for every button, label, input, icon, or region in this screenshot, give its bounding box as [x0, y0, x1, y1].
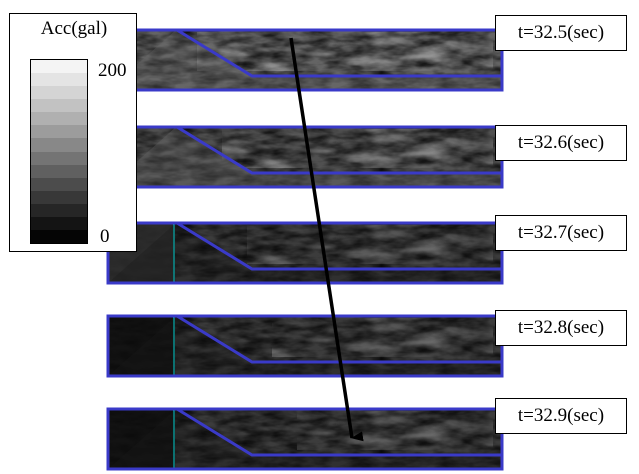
snapshot-panel [106, 221, 504, 285]
time-label: t=32.6(sec) [495, 125, 627, 161]
snapshot-panel [106, 314, 504, 378]
colorbar-step [31, 138, 87, 152]
colorbar [30, 59, 88, 244]
time-progression-arrow [289, 37, 364, 442]
slope-boundary [176, 407, 502, 457]
colorbar-step [31, 151, 87, 165]
slope-boundary [176, 125, 502, 175]
colorbar-step [31, 99, 87, 113]
colorbar-step [31, 125, 87, 139]
slope-boundary [176, 28, 502, 78]
time-label: t=32.5(sec) [495, 15, 627, 51]
time-label: t=32.9(sec) [495, 398, 627, 434]
slope-boundary [176, 221, 502, 271]
colorbar-step [31, 177, 87, 191]
time-label: t=32.7(sec) [495, 215, 627, 251]
legend-max-label: 200 [98, 60, 127, 81]
colorbar-step [31, 60, 87, 74]
legend: Acc(gal) 200 0 [9, 13, 137, 252]
legend-min-label: 0 [100, 226, 110, 247]
colorbar-step [31, 73, 87, 87]
colorbar-step [31, 190, 87, 204]
colorbar-step [31, 230, 87, 244]
legend-title: Acc(gal) [40, 18, 108, 39]
colorbar-step [31, 86, 87, 100]
colorbar-step [31, 164, 87, 178]
colorbar-step [31, 112, 87, 126]
slope-boundary [176, 314, 502, 364]
snapshot-panel [106, 407, 504, 471]
colorbar-step [31, 203, 87, 217]
snapshot-panel [106, 28, 504, 92]
colorbar-step [31, 216, 87, 231]
time-label: t=32.8(sec) [495, 310, 627, 346]
